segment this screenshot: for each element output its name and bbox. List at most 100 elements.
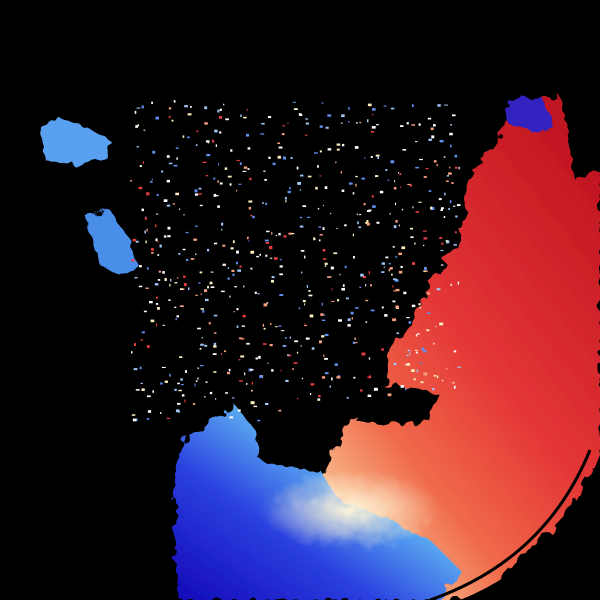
clutter-speckle [183,275,186,278]
clutter-speckle [233,311,235,313]
clutter-speckle [194,193,199,196]
clutter-speckle [400,385,404,388]
clutter-speckle [416,333,420,335]
clutter-speckle [268,156,271,159]
clutter-speckle [299,225,304,228]
clutter-speckle [241,325,245,327]
clutter-speckle [219,182,223,185]
clutter-speckle [210,271,214,273]
clutter-speckle [413,378,416,381]
clutter-speckle [200,365,204,367]
clutter-speckle [190,258,195,260]
clutter-speckle [360,273,364,277]
clutter-speckle [346,397,349,399]
clutter-speckle [314,152,318,154]
clutter-speckle [215,398,217,400]
clutter-speckle [327,114,332,117]
clutter-speckle [445,240,449,242]
clutter-speckle [284,337,287,339]
clutter-speckle [155,303,159,305]
clutter-speckle [302,300,306,303]
clutter-speckle [132,418,137,422]
clutter-speckle [164,278,167,281]
clutter-speckle [240,355,245,358]
clutter-speckle [451,381,455,384]
clutter-speckle [205,381,208,383]
clutter-speckle [132,238,137,242]
clutter-speckle [398,252,402,256]
clutter-speckle [163,199,168,202]
clutter-speckle [336,143,341,146]
clutter-speckle [428,138,432,141]
clutter-speckle [324,186,328,190]
clutter-speckle [275,326,278,328]
clutter-speckle [384,314,388,317]
clutter-speckle [427,117,432,120]
clutter-speckle [146,418,150,420]
clutter-speckle [424,270,428,273]
clutter-speckle [248,200,253,203]
clutter-speckle [198,187,202,190]
clutter-speckle [450,283,452,286]
clutter-speckle [388,268,391,272]
clutter-speckle [403,291,407,295]
clutter-speckle [296,166,299,170]
clutter-speckle [151,252,154,254]
clutter-speckle [449,132,453,136]
clutter-speckle [354,337,356,340]
clutter-speckle [443,156,446,158]
clutter-speckle [435,326,437,328]
clutter-speckle [185,231,189,234]
clutter-speckle [166,417,171,419]
clutter-speckle [146,345,150,348]
clutter-speckle [375,154,380,157]
clutter-speckle [418,201,422,203]
clutter-speckle [231,269,235,272]
clutter-speckle [232,273,235,277]
clutter-speckle [300,250,305,252]
clutter-speckle [365,284,367,287]
clutter-speckle [349,182,353,185]
clutter-speckle [150,319,155,323]
clutter-speckle [305,337,310,340]
clutter-speckle [359,286,362,289]
clutter-speckle [240,114,242,117]
clutter-speckle [140,382,143,384]
clutter-speckle [359,214,362,216]
clutter-speckle [182,248,186,251]
clutter-speckle [159,244,162,248]
clutter-speckle [301,271,303,274]
clutter-speckle [152,150,156,154]
clutter-speckle [336,148,340,151]
clutter-speckle [340,171,342,174]
clutter-speckle [395,256,398,258]
clutter-speckle [293,362,298,364]
clutter-speckle [205,140,210,143]
clutter-speckle [404,388,407,391]
clutter-speckle [330,266,334,270]
clutter-speckle [197,327,201,330]
clutter-speckle [415,211,420,213]
clutter-speckle [236,325,239,328]
clutter-speckle [363,203,366,206]
clutter-speckle [450,144,452,148]
clutter-speckle [387,393,392,397]
clutter-speckle [274,257,278,260]
clutter-speckle [130,179,132,182]
clutter-speckle [267,362,269,364]
clutter-speckle [370,156,373,158]
clutter-speckle [298,307,301,310]
clutter-speckle [342,284,345,287]
clutter-speckle [406,317,410,319]
clutter-speckle [179,208,181,210]
clutter-speckle [207,285,209,289]
clutter-speckle [398,172,400,174]
inbound-echo-northwest-1 [85,210,138,275]
clutter-speckle [401,246,406,250]
clutter-speckle [269,246,273,250]
clutter-speckle [257,419,261,422]
clutter-speckle [136,107,141,109]
clutter-speckle [307,175,312,178]
clutter-speckle [393,187,397,190]
clutter-speckle [282,125,285,127]
